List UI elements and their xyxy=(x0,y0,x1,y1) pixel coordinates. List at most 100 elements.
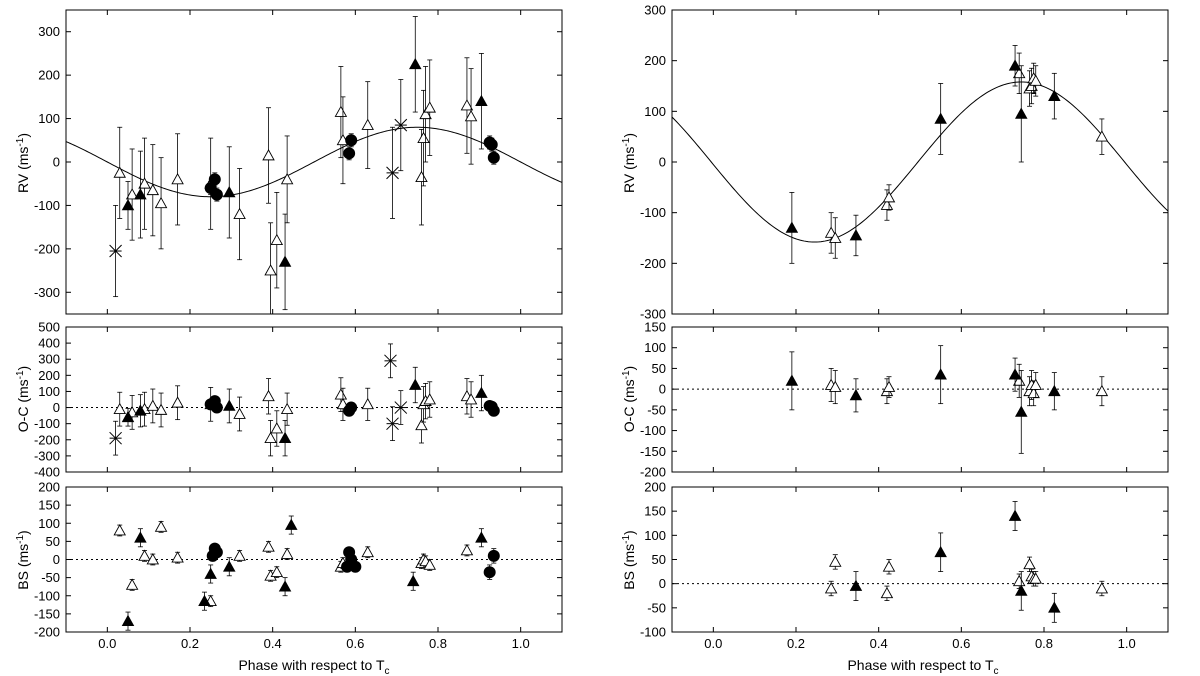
left-oc-point-triangle-filled xyxy=(475,374,488,412)
left-rv-point-triangle-open xyxy=(361,81,374,169)
left-bs-point-circle-filled xyxy=(483,564,496,580)
left-bs-ytick-label: -200 xyxy=(34,625,60,640)
right-bs-ytick-label: 100 xyxy=(644,528,666,543)
right-oc-point-triangle-open xyxy=(1095,376,1109,407)
right-bs-panel: -100 -50 0 50 100 150 200 0.0 0.2 0.4 0.6 0.8 1.0 xyxy=(640,480,1169,651)
left-oc-ytick-label: 0 xyxy=(53,400,60,415)
right-bs-point-triangle-open xyxy=(1029,571,1042,587)
left-oc-ytick-label: 400 xyxy=(38,336,60,351)
left-bs-panel: -200 -150 -100 -50 0 50 100 150 200 0.0 0.2 0.4 0.6 0… xyxy=(34,480,563,651)
left-rv-point-triangle-filled xyxy=(134,150,147,239)
left-rv-point-triangle-open xyxy=(138,137,151,230)
left-rv-point-circle-filled xyxy=(343,146,356,161)
right-rv-ytick-label: 0 xyxy=(659,155,666,170)
left-rv-point-triangle-open xyxy=(419,66,432,163)
left-oc-point-triangle-open xyxy=(264,420,277,457)
right-bs-point-triangle-open xyxy=(1012,573,1026,589)
left-bs-point-triangle-filled xyxy=(406,571,420,591)
right-rv-ytick-label: 300 xyxy=(644,3,666,18)
left-oc-ytick-label: -200 xyxy=(34,432,60,447)
right-rv-point-triangle-open xyxy=(829,217,842,259)
left-bs-ytick-label: 100 xyxy=(38,516,60,531)
left-bs-ytick-label: 0 xyxy=(53,552,60,567)
right-xlabel: Phase with respect to Tc xyxy=(847,657,998,676)
left-oc-ytick-label: 500 xyxy=(38,320,60,335)
right-rv-point-triangle-filled xyxy=(934,83,947,155)
right-oc-ytick-label: -200 xyxy=(640,465,666,480)
left-bs-point-triangle-open xyxy=(233,549,246,562)
left-oc-point-triangle-open xyxy=(146,388,160,424)
left-rv-point-triangle-open xyxy=(262,107,275,204)
left-rv-ytick-label: 100 xyxy=(38,111,60,126)
right-rv-point-triangle-open xyxy=(1029,65,1042,97)
left-rv-point-triangle-filled xyxy=(475,53,488,150)
left-rv-ytick-label: -200 xyxy=(34,241,60,256)
left-rv-point-triangle-open xyxy=(125,148,139,241)
left-oc-frame xyxy=(65,326,563,473)
left-oc-point-triangle-filled xyxy=(121,407,135,427)
left-rv-point-triangle-open xyxy=(146,144,160,237)
left-oc-point-triangle-filled xyxy=(134,394,147,428)
right-bs-point-triangle-open xyxy=(882,559,896,575)
left-oc-point-triangle-filled xyxy=(278,420,292,457)
right-rv-ytick-label: -300 xyxy=(640,307,666,322)
right-oc-ytick-label: -100 xyxy=(640,423,666,438)
right-rv-point-triangle-filled xyxy=(1015,65,1028,163)
left-oc-point-triangle-open xyxy=(154,392,168,428)
right-bs-ytick-label: -100 xyxy=(640,625,666,640)
left-oc-point-circle-filled xyxy=(210,401,223,414)
left-bs-ytick-label: -100 xyxy=(34,588,60,603)
right-rv-point-triangle-filled xyxy=(849,214,863,257)
left-rv-point-triangle-filled xyxy=(223,146,236,239)
left-rv-panel: -300 -200 -100 0 100 200 300 xyxy=(34,9,563,315)
left-rv-point-triangle-open xyxy=(154,157,168,250)
right-column: -300 -200 -100 0 100 200 300 -200 -150 -100 -50 0 5… xyxy=(621,3,1169,676)
right-bs-ytick-label: 150 xyxy=(644,504,666,519)
right-oc-point-triangle-filled xyxy=(849,378,863,413)
left-bs-point-triangle-open xyxy=(125,578,139,591)
right-bs-xtick-label: 0.0 xyxy=(704,636,722,651)
right-bs-point-triangle-filled xyxy=(849,571,863,601)
right-oc-ytick-label: -50 xyxy=(647,402,666,417)
left-bs-point-triangle-open xyxy=(280,547,294,560)
left-rv-point-triangle-open xyxy=(464,68,478,165)
right-rv-ytick-label: 100 xyxy=(644,104,666,119)
left-bs-point-circle-filled xyxy=(349,560,362,573)
right-rv-model-curve xyxy=(672,81,1168,243)
left-bs-xtick-label: 0.2 xyxy=(181,636,199,651)
right-bs-xtick-label: 0.8 xyxy=(1035,636,1053,651)
left-rv-ytick-label: 200 xyxy=(38,68,60,83)
right-rv-point-triangle-filled xyxy=(1008,45,1022,87)
right-bs-xtick-label: 1.0 xyxy=(1118,636,1136,651)
left-oc-point-cross xyxy=(109,420,122,456)
left-oc-point-cross xyxy=(394,390,408,425)
left-oc-point-circle-filled xyxy=(487,404,500,417)
right-rv-ylabel: RV (ms-1) xyxy=(621,133,637,193)
right-oc-ytick-label: 0 xyxy=(659,382,666,397)
left-bs-point-triangle-filled xyxy=(134,528,147,548)
left-bs-point-circle-filled xyxy=(210,546,223,559)
left-bs-point-triangle-filled xyxy=(278,577,292,597)
left-rv-ytick-label: 0 xyxy=(53,155,60,170)
right-oc-point-triangle-filled xyxy=(1015,370,1028,454)
left-oc-point-triangle-open xyxy=(464,381,478,418)
left-oc-ylabel: O-C (ms-1) xyxy=(15,366,31,432)
left-oc-ytick-label: -400 xyxy=(34,465,60,480)
left-rv-point-triangle-open xyxy=(264,222,277,314)
right-oc-point-triangle-open xyxy=(1012,363,1026,398)
right-bs-ytick-label: 50 xyxy=(652,552,666,567)
left-bs-point-triangle-filled xyxy=(223,557,236,577)
right-bs-point-triangle-filled xyxy=(1048,592,1061,623)
left-rv-point-circle-filled xyxy=(485,137,498,152)
left-oc-point-triangle-open xyxy=(423,381,436,418)
right-oc-point-triangle-filled xyxy=(934,345,947,405)
left-bs-xtick-label: 0.8 xyxy=(429,636,447,651)
left-bs-ytick-label: -150 xyxy=(34,606,60,621)
left-rv-point-triangle-open xyxy=(415,129,428,226)
left-bs-point-triangle-filled xyxy=(475,528,488,548)
right-bs-xtick-label: 0.6 xyxy=(952,636,970,651)
left-oc-point-triangle-filled xyxy=(223,388,236,424)
right-oc-ytick-label: -150 xyxy=(640,444,666,459)
left-bs-ytick-label: -50 xyxy=(41,570,60,585)
